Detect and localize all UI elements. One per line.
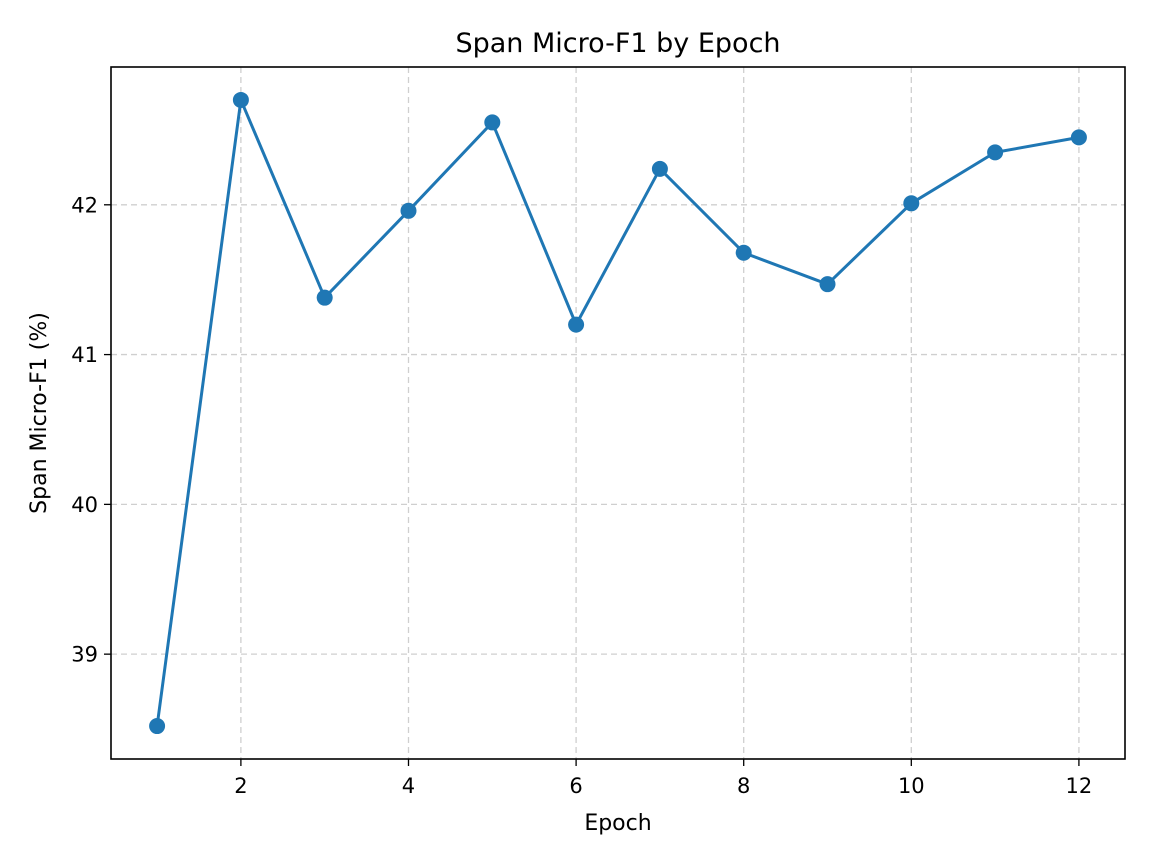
series-line [155, 98, 1081, 728]
x-tick-label: 8 [737, 774, 750, 798]
grid-lines [111, 67, 1125, 759]
chart-title: Span Micro-F1 by Epoch [455, 28, 780, 59]
x-tick-label: 4 [402, 774, 415, 798]
y-axis-label: Span Micro-F1 (%) [27, 312, 52, 514]
data-point [651, 160, 668, 177]
plot-frame [110, 66, 1126, 760]
x-tick-label: 6 [569, 774, 582, 798]
data-point [1070, 129, 1087, 146]
x-tick-label: 12 [1066, 774, 1093, 798]
x-tick-label: 10 [898, 774, 925, 798]
y-tick-label: 40 [71, 493, 98, 517]
y-tick-label: 42 [71, 193, 98, 217]
data-point [735, 244, 752, 261]
data-point [568, 316, 585, 333]
x-axis-label: Epoch [584, 811, 651, 836]
data-point [232, 91, 249, 108]
data-point [903, 195, 920, 212]
x-tick-label: 2 [234, 774, 247, 798]
data-point [987, 144, 1004, 161]
data-point [149, 718, 166, 735]
data-series [149, 91, 1087, 735]
y-tick-label: 39 [71, 643, 98, 667]
data-point [484, 114, 501, 131]
data-point [819, 276, 836, 293]
data-point [400, 202, 417, 219]
data-point [316, 289, 333, 306]
y-tick-label: 41 [71, 343, 98, 367]
axis-ticks: 2 4 6 8 10 12 39 40 41 42 [71, 193, 1092, 798]
